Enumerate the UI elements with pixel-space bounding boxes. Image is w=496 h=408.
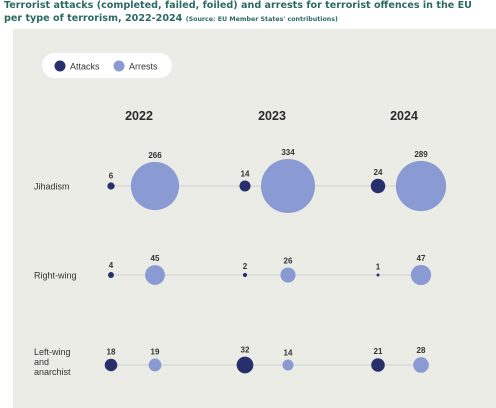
chart-source: (Source: EU Member States' contributions…	[185, 15, 338, 23]
attacks-bubble-jihadism-2024	[370, 178, 386, 194]
legend-attacks-label: Attacks	[70, 62, 100, 72]
arrests-bubble-left-wing-2024	[413, 357, 429, 373]
arrests-bubble-jihadism-2023	[261, 159, 315, 213]
attacks-value-right-wing-2024: 1	[376, 263, 381, 272]
category-label-left-wing-line2: and	[34, 357, 49, 367]
attacks-value-jihadism-2024: 24	[374, 168, 383, 177]
arrests-value-right-wing-2022: 45	[151, 254, 160, 263]
arrests-value-jihadism-2023: 334	[281, 148, 295, 157]
attacks-bubble-jihadism-2022	[107, 182, 115, 190]
chart-title: Terrorist attacks (completed, failed, fo…	[4, 0, 492, 26]
attacks-value-left-wing-2022: 18	[107, 348, 116, 357]
attacks-bubble-left-wing-2024	[371, 358, 385, 372]
legend-box	[42, 53, 172, 78]
arrests-value-left-wing-2023: 14	[284, 348, 293, 357]
attacks-bubble-left-wing-2023	[236, 356, 254, 374]
legend-attacks-marker	[54, 60, 66, 72]
category-label-jihadism: Jihadism	[34, 182, 70, 192]
legend-arrests-marker	[113, 60, 125, 72]
arrests-bubble-right-wing-2023	[280, 267, 296, 283]
year-label-2022: 2022	[125, 109, 153, 123]
attacks-bubble-left-wing-2022	[104, 358, 118, 372]
arrests-value-jihadism-2024: 289	[414, 150, 428, 159]
legend-arrests-label: Arrests	[129, 62, 158, 72]
arrests-value-right-wing-2024: 47	[417, 254, 426, 263]
arrests-value-jihadism-2022: 266	[148, 151, 162, 160]
attacks-value-jihadism-2023: 14	[241, 169, 250, 178]
arrests-bubble-jihadism-2022	[130, 161, 180, 211]
year-label-2023: 2023	[258, 109, 286, 123]
attacks-value-left-wing-2023: 32	[241, 346, 250, 355]
arrests-bubble-left-wing-2022	[148, 358, 162, 372]
arrests-bubble-right-wing-2024	[410, 264, 432, 286]
chart-panel: Attacks Arrests 2022 2023 2024 Jihadism 6 266 14…	[13, 29, 496, 408]
attacks-bubble-jihadism-2023	[239, 180, 251, 192]
category-label-right-wing: Right-wing	[34, 271, 77, 281]
attacks-bubble-right-wing-2023	[242, 272, 248, 278]
arrests-value-right-wing-2023: 26	[284, 256, 293, 265]
arrests-bubble-left-wing-2023	[282, 359, 294, 371]
category-label-left-wing-line1: Left-wing	[34, 347, 71, 357]
attacks-bubble-right-wing-2022	[108, 272, 114, 278]
arrests-value-left-wing-2022: 19	[151, 348, 160, 357]
attacks-bubble-right-wing-2024	[376, 273, 380, 277]
attacks-value-jihadism-2022: 6	[109, 171, 114, 180]
arrests-bubble-jihadism-2024	[395, 160, 447, 212]
attacks-value-right-wing-2022: 4	[109, 261, 114, 270]
attacks-value-left-wing-2024: 21	[374, 347, 383, 356]
arrests-value-left-wing-2024: 28	[417, 346, 426, 355]
attacks-value-right-wing-2023: 2	[243, 262, 248, 271]
category-label-left-wing-line3: anarchist	[34, 367, 71, 377]
year-label-2024: 2024	[390, 109, 418, 123]
chart-title-text: Terrorist attacks (completed, failed, fo…	[4, 0, 472, 24]
arrests-bubble-right-wing-2022	[145, 265, 165, 285]
